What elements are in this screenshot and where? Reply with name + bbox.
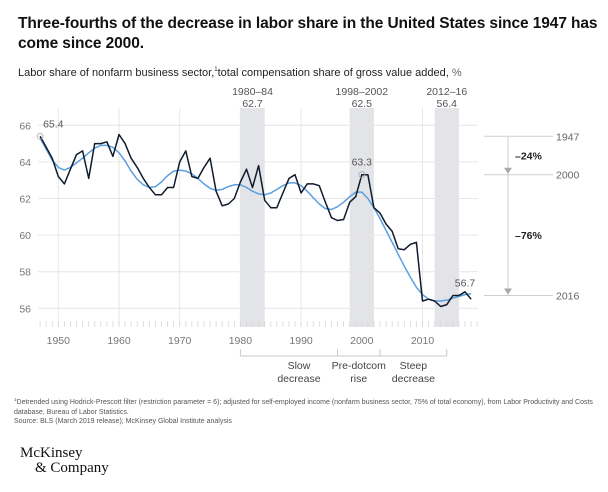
phase-label: rise: [350, 373, 367, 385]
gridlines: [38, 108, 478, 327]
mckinsey-logo: McKinsey & Company: [20, 446, 109, 476]
change-annotations: 1947 2000 2016 –24% –76%: [484, 131, 580, 302]
x-minor-ticks: [39, 321, 478, 327]
highlight-marker: [358, 171, 366, 179]
level-label-2000: 2000: [556, 170, 580, 182]
point-value-label: 56.7: [455, 277, 476, 289]
period-average-label: 56.4: [437, 98, 458, 110]
y-axis-labels: 56 58 60 62 64 66: [19, 120, 31, 315]
point-value-label: 65.4: [43, 118, 64, 130]
level-label-2016: 2016: [556, 290, 580, 302]
subtitle-main: Labor share of nonfarm business sector,: [18, 67, 215, 79]
x-tick-label: 1950: [47, 335, 71, 347]
footnote-number: 1: [14, 397, 17, 402]
y-tick-label: 60: [19, 230, 31, 242]
period-range-label: 2012–16: [426, 86, 467, 98]
trend-line: [39, 137, 472, 302]
logo-line-2: & Company: [35, 460, 109, 476]
footnote-text: Detrended using Hodrick-Prescott filter …: [14, 399, 593, 416]
x-axis-labels: 1950 1960 1970 1980 1990 2000 2010: [47, 335, 435, 347]
shaded-periods: [240, 108, 459, 327]
y-tick-label: 56: [19, 303, 31, 315]
y-tick-label: 58: [19, 267, 31, 279]
footnote-marker: 1: [214, 67, 218, 73]
level-label-1947: 1947: [556, 131, 580, 143]
source-text: Source: BLS (March 2019 release); McKins…: [14, 418, 232, 425]
period-average-label: 62.7: [242, 98, 263, 110]
actual-labor-share-line: [39, 133, 472, 308]
phase-label: decrease: [392, 373, 435, 385]
period-range-label: 1998–2002: [336, 86, 389, 98]
x-tick-label: 1990: [289, 335, 313, 347]
chart-title: Three-fourths of the decrease in labor s…: [18, 15, 598, 52]
subtitle-unit: %: [448, 67, 462, 79]
x-tick-label: 1970: [168, 335, 192, 347]
subtitle-rest: total compensation share of gross value …: [217, 67, 449, 79]
shaded-period-1: [240, 108, 265, 327]
point-value-label: 63.3: [352, 157, 373, 169]
x-tick-label: 1960: [107, 335, 131, 347]
phase-label: Slow: [288, 360, 311, 372]
x-tick-label: 2000: [350, 335, 374, 347]
change-percent-label: –24%: [515, 150, 543, 162]
x-tick-label: 1980: [229, 335, 253, 347]
y-tick-label: 64: [19, 157, 31, 169]
logo-line-1: McKinsey: [20, 445, 83, 461]
shaded-period-3: [434, 108, 459, 327]
phase-label: Steep: [400, 360, 428, 372]
series-lines: [39, 133, 472, 308]
point-labels: 65.4 63.3 56.7: [36, 118, 476, 289]
labor-share-chart: 56 58 60 62 64 66 1950 1960 1970 1980 1990 2000 201…: [19, 86, 580, 385]
y-tick-label: 62: [19, 194, 31, 206]
chart-subtitle: Labor share of nonfarm business sector,1…: [18, 67, 462, 79]
period-range-label: 1980–84: [232, 86, 273, 98]
highlight-marker: [36, 132, 44, 140]
period-average-label: 62.5: [352, 98, 373, 110]
x-tick-label: 2010: [411, 335, 435, 347]
phase-label: Pre-dotcom: [332, 360, 387, 372]
change-percent-label: –76%: [515, 230, 543, 242]
down-arrow-icon: [504, 288, 512, 295]
down-arrow-icon: [504, 167, 512, 174]
footnote: 1Detrended using Hodrick-Prescott filter…: [14, 395, 604, 427]
y-tick-label: 66: [19, 120, 31, 132]
phase-label: decrease: [277, 373, 320, 385]
